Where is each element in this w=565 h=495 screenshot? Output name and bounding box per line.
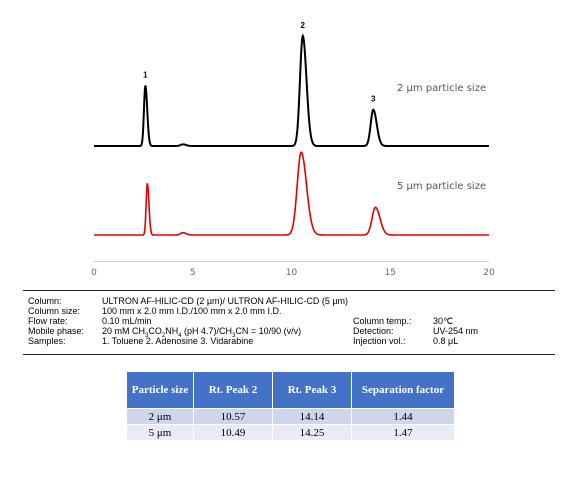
x-tick-label: 10 (286, 268, 298, 278)
condition-column: Column: ULTRON AF-HILIC-CD (2 µm)/ ULTRO… (28, 296, 528, 306)
condition-flow-rate: Flow rate: 0.10 mL/min Column temp.: 30℃ (28, 316, 528, 326)
column-label: Column: (28, 296, 62, 306)
conditions-panel: Column: ULTRON AF-HILIC-CD (2 µm)/ ULTRO… (28, 296, 528, 346)
column-size-label: Column size: (28, 306, 81, 316)
x-tick-label: 5 (190, 268, 196, 278)
table-row: 5 μm 10.49 14.25 1.47 (126, 424, 455, 441)
chromatogram-traces (94, 33, 489, 236)
series-label-5um: 5 µm particle size (397, 181, 486, 192)
header-separation-factor: Separation factor (351, 371, 455, 409)
column-temp-label: Column temp.: (353, 316, 412, 326)
conditions-bottom-rule (23, 354, 555, 355)
subscript: 4 (178, 332, 182, 339)
peak-labels: 1 2 3 (143, 21, 376, 104)
header-particle-size: Particle size (126, 371, 194, 409)
mobile-phase-value: 20 mM CH3CO2NH4 (pH 4.7)/CH3CN = 10/90 (… (102, 326, 301, 341)
samples-label: Samples: (28, 336, 66, 346)
column-size-value: 100 mm x 2.0 mm I.D./100 mm x 2.0 mm I.D… (102, 306, 282, 316)
mobile-phase-label: Mobile phase: (28, 326, 85, 336)
condition-mobile-phase: Mobile phase: 20 mM CH3CO2NH4 (pH 4.7)/C… (28, 326, 528, 339)
series-line-5um (94, 151, 489, 236)
flow-rate-label: Flow rate: (28, 316, 68, 326)
peak-label-2: 2 (301, 21, 306, 30)
results-table: Particle size Rt. Peak 2 Rt. Peak 3 Sepa… (126, 371, 455, 441)
series-line-2um (94, 33, 489, 147)
subscript: 3 (145, 332, 149, 339)
header-rt-peak-2: Rt. Peak 2 (193, 371, 273, 409)
table-cell: 10.57 (193, 408, 273, 425)
detection-value: UV-254 nm (433, 326, 479, 336)
table-cell: 14.25 (272, 424, 352, 441)
injection-vol-value: 0.8 μL (433, 336, 459, 346)
condition-samples: Samples: 1. Toluene 2. Adenosine 3. Vida… (28, 336, 528, 346)
subscript: 3 (232, 332, 236, 339)
subscript: 2 (161, 332, 166, 339)
x-tick-label: 15 (385, 268, 396, 278)
x-tick-label: 0 (91, 268, 97, 278)
table-cell: 2 μm (126, 408, 194, 425)
mobile-phase-part: NH (165, 326, 179, 336)
legend: 2 µm particle size 5 µm particle size (397, 83, 486, 192)
flow-rate-value: 0.10 mL/min (102, 316, 152, 326)
header-rt-peak-3: Rt. Peak 3 (272, 371, 352, 409)
mobile-phase-part: (pH 4.7)/CH (181, 326, 233, 336)
mobile-phase-part: 20 mM CH (102, 326, 146, 336)
table-cell: 1.44 (351, 408, 455, 425)
chromatogram-chart: 1 2 3 2 µm particle size 5 µm particle size… (91, 21, 495, 278)
mobile-phase-part: CO (148, 326, 162, 336)
peak-label-1: 1 (143, 71, 148, 80)
mobile-phase-part: CN = 10/90 (v/v) (235, 326, 302, 336)
table-cell: 1.47 (351, 424, 455, 441)
table-cell: 10.49 (193, 424, 273, 441)
peak-label-3: 3 (371, 95, 376, 104)
table-header-row: Particle size Rt. Peak 2 Rt. Peak 3 Sepa… (126, 371, 455, 409)
table-row: 2 μm 10.57 14.14 1.44 (126, 408, 455, 425)
column-temp-value: 30℃ (433, 316, 454, 326)
table-cell: 5 μm (126, 424, 194, 441)
x-axis-ticks: 0 5 10 15 20 (91, 268, 495, 278)
condition-column-size: Column size: 100 mm x 2.0 mm I.D./100 mm… (28, 306, 528, 316)
conditions-top-rule (23, 290, 555, 291)
column-value: ULTRON AF-HILIC-CD (2 µm)/ ULTRON AF-HIL… (102, 296, 349, 306)
injection-vol-label: Injection vol.: (353, 336, 406, 346)
samples-value: 1. Toluene 2. Adenosine 3. Vidarabine (102, 336, 254, 346)
detection-label: Detection: (353, 326, 394, 336)
series-label-2um: 2 µm particle size (397, 83, 486, 94)
x-tick-label: 20 (483, 268, 495, 278)
table-cell: 14.14 (272, 408, 352, 425)
